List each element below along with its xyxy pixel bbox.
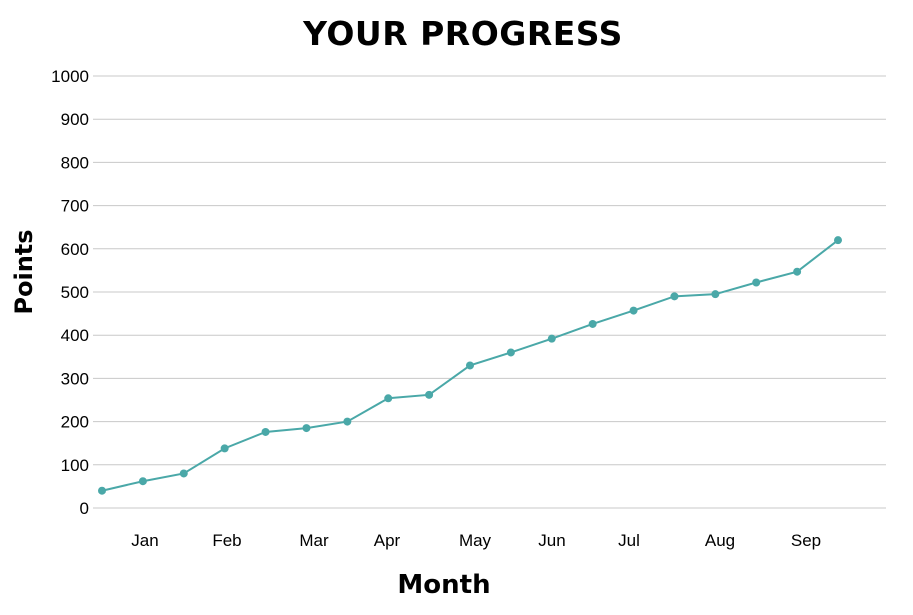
y-axis-ticks: 0 100 200 300 400 500 600 700 800 900 1000 [51,67,89,518]
data-point [261,427,270,436]
y-tick-label: 200 [61,413,89,432]
data-point [343,417,352,426]
data-point [138,477,147,486]
y-tick-label: 600 [61,240,89,259]
data-point [752,278,761,287]
data-point [302,424,311,433]
data-point [629,306,638,315]
x-axis-label: Month [397,570,491,600]
y-tick-label: 500 [61,283,89,302]
y-tick-label: 400 [61,326,89,345]
x-tick-label: Sep [791,531,821,550]
data-point [179,469,188,478]
data-point [466,361,474,370]
data-point [670,292,679,301]
data-point [506,348,515,357]
x-tick-label: Apr [374,531,401,550]
y-tick-label: 800 [61,153,89,172]
x-tick-label: Mar [299,531,329,550]
x-tick-label: Feb [212,531,241,550]
series-layer [98,236,842,495]
x-tick-label: Jun [538,531,565,550]
data-point [588,319,597,328]
data-point [711,290,720,299]
x-tick-label: Jul [618,531,640,550]
chart-title: YOUR PROGRESS [303,14,623,53]
x-axis-ticks: Jan Feb Mar Apr May Jun Jul Aug Sep [131,531,821,550]
y-tick-label: 900 [61,110,89,129]
data-point [793,267,802,276]
y-tick-label: 1000 [51,67,89,86]
gridlines [93,75,886,509]
y-tick-label: 300 [61,369,89,388]
data-point [220,444,229,453]
y-tick-label: 700 [61,197,89,216]
x-tick-label: Aug [705,531,735,550]
y-tick-label: 100 [61,456,89,475]
data-point [98,486,106,495]
data-point [834,236,842,245]
x-tick-label: Jan [131,531,158,550]
data-point [384,394,393,403]
data-point [547,334,556,343]
x-tick-label: May [459,531,492,550]
y-tick-label: 0 [80,499,89,518]
data-point [425,390,434,399]
